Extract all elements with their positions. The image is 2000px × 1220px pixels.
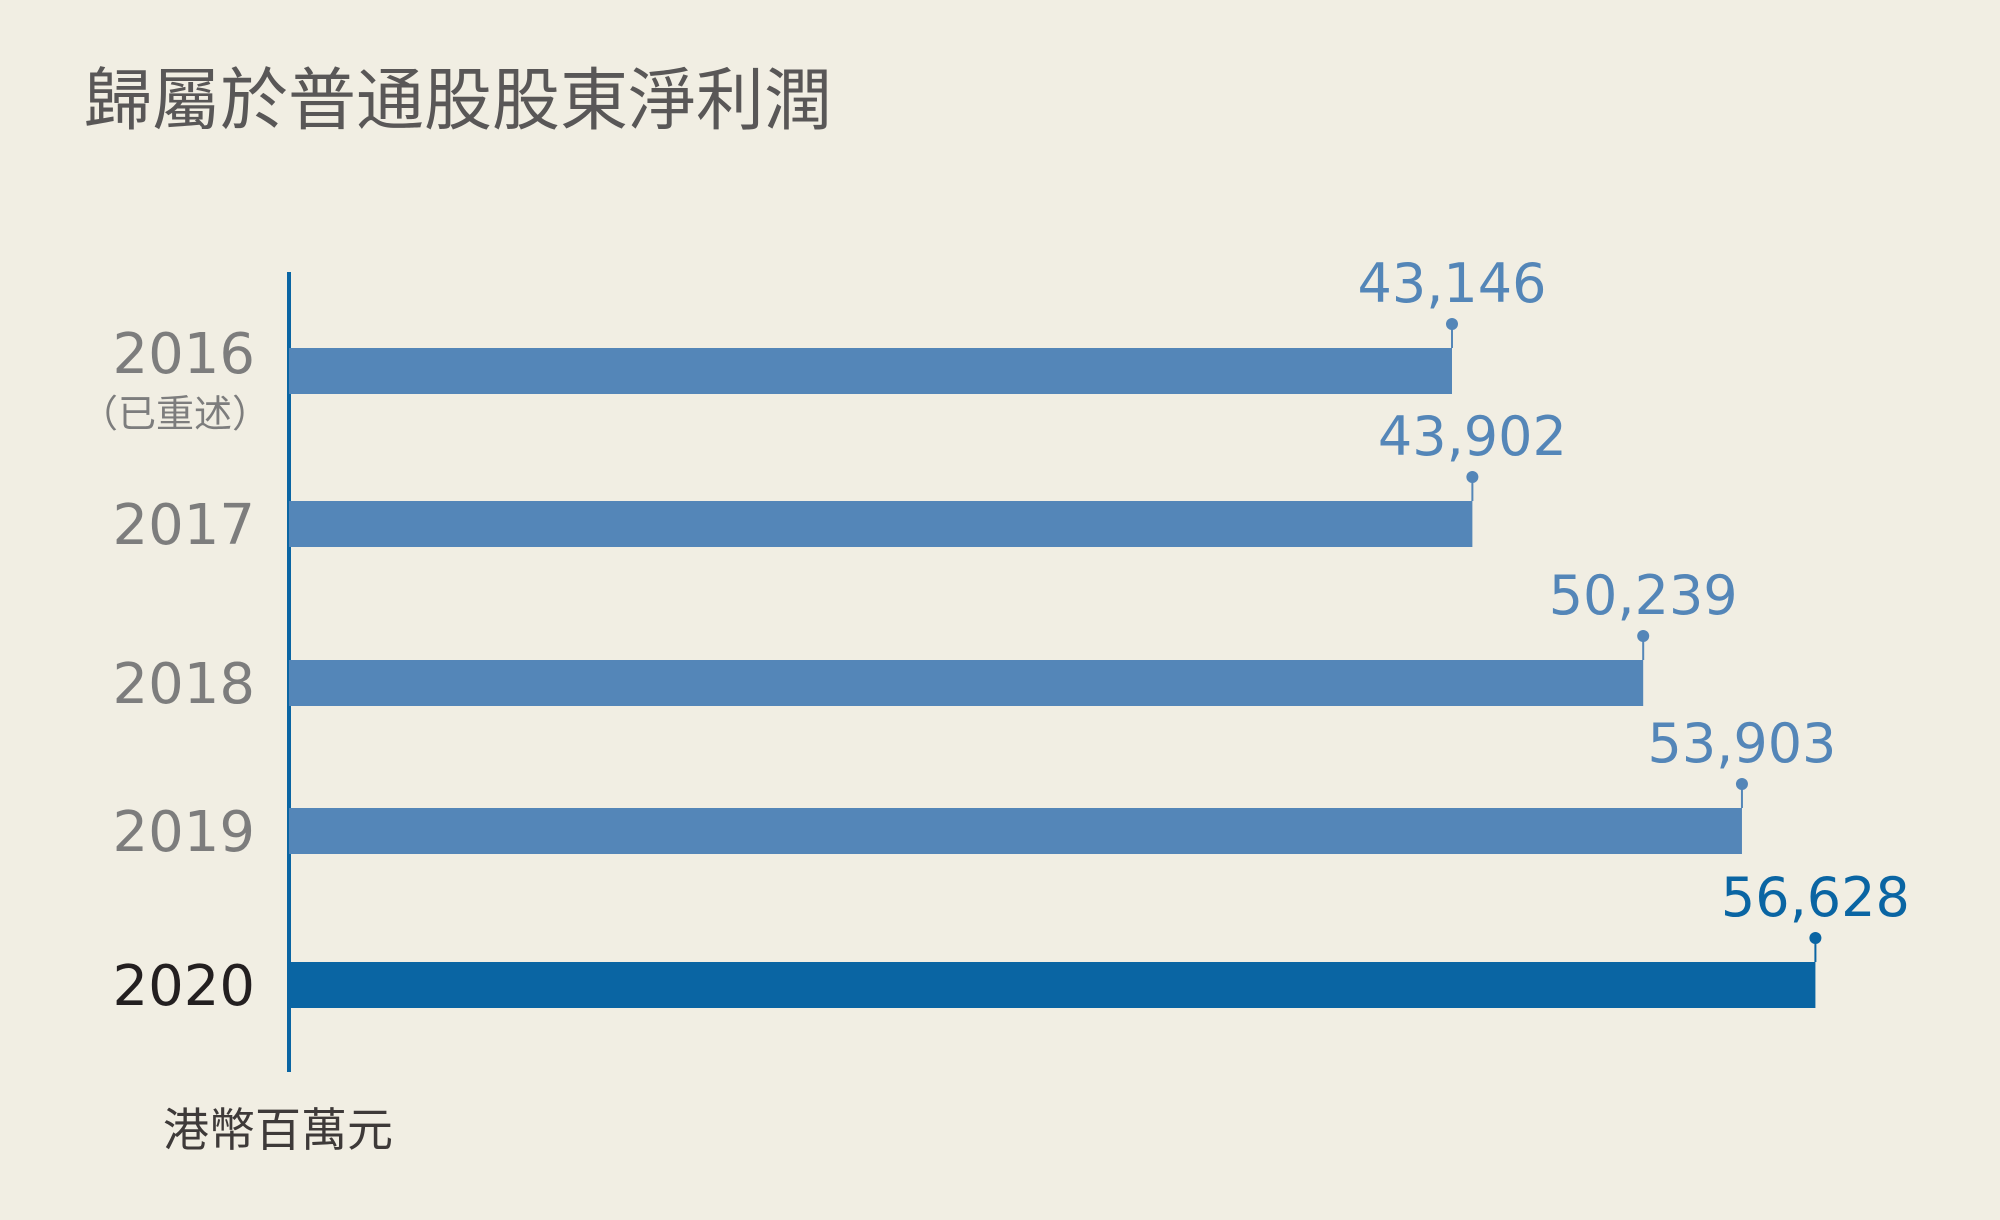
leader-dot-2019 (1735, 778, 1748, 790)
category-label-2017: 2017 (112, 493, 255, 558)
leader-dot-2020 (1809, 932, 1822, 944)
category-label-2018: 2018 (112, 652, 255, 717)
bar-2016 (289, 348, 1452, 394)
value-label-2020: 56,628 (1721, 866, 1910, 929)
category-label-2020: 2020 (112, 954, 255, 1019)
value-label-2018: 50,239 (1549, 564, 1738, 627)
bar-2018 (289, 660, 1644, 706)
leader-dot-2016 (1446, 318, 1458, 330)
value-label-2017: 43,902 (1378, 405, 1567, 468)
value-label-2019: 53,903 (1647, 712, 1836, 775)
unit-label: 港幣百萬元 (163, 1103, 393, 1157)
bar-2020 (289, 962, 1816, 1008)
chart-title: 歸屬於普通股股東淨利潤 (84, 62, 832, 141)
bar-2017 (289, 501, 1473, 547)
value-label-2016: 43,146 (1358, 252, 1547, 315)
leader-dot-2018 (1637, 630, 1650, 642)
category-label-2019: 2019 (112, 800, 255, 865)
bar-2019 (289, 808, 1742, 854)
category-label-2016: 2016 (112, 322, 255, 387)
leader-dot-2017 (1466, 471, 1479, 483)
category-note-2016: （已重述） (80, 392, 270, 436)
chart-marks: 43,146 2016 （已重述） 43,902 2017 50,239 2018 53,90… (80, 252, 1910, 1019)
